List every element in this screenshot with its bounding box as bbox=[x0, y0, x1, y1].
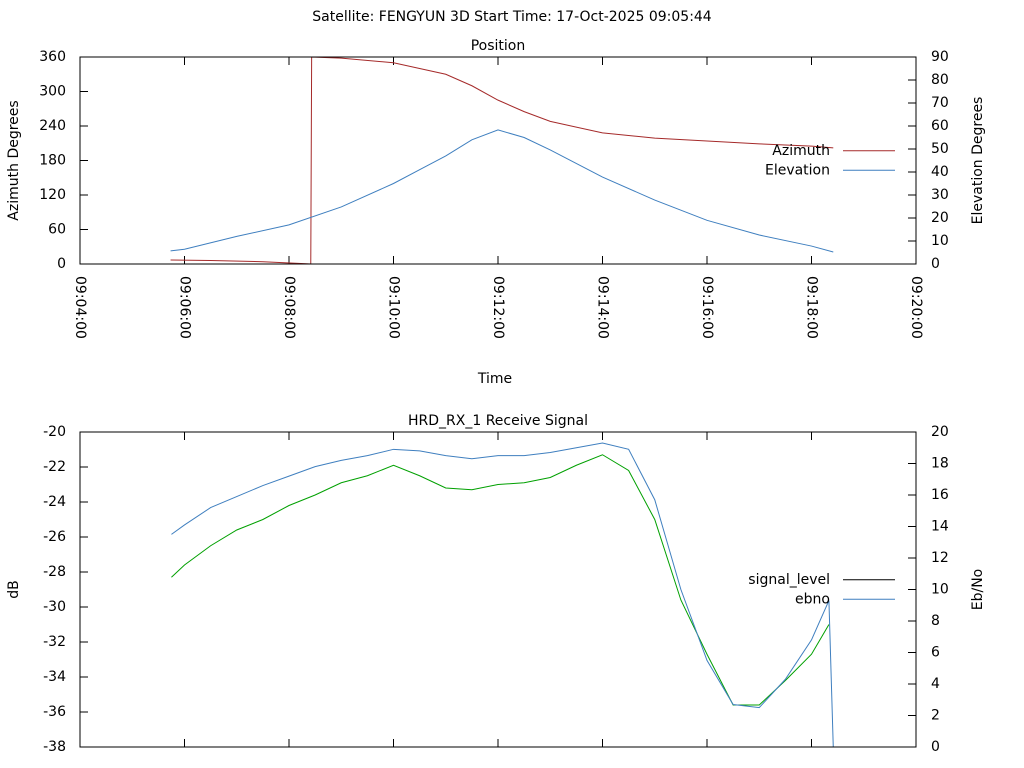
series-line bbox=[170, 129, 834, 253]
y-tick-label: -22 bbox=[43, 459, 66, 475]
y2-tick-label: 4 bbox=[931, 676, 940, 692]
y2-axis-title: Elevation Degrees bbox=[970, 97, 986, 225]
y-tick-label: -26 bbox=[43, 529, 66, 545]
x-tick-label: 09:06:00 bbox=[177, 276, 193, 339]
chart-title: Position bbox=[471, 38, 526, 54]
series-line bbox=[171, 454, 830, 706]
y-tick-label: -34 bbox=[43, 669, 66, 685]
y2-tick-label: 20 bbox=[931, 424, 949, 440]
y-tick-label: 0 bbox=[57, 256, 66, 272]
x-tick-label: 09:04:00 bbox=[72, 276, 88, 339]
plot-frame bbox=[79, 431, 917, 748]
y2-tick-label: 20 bbox=[931, 210, 949, 226]
x-axis-title: Time bbox=[477, 371, 512, 387]
y-tick-label: -20 bbox=[43, 424, 66, 440]
legend-label: ebno bbox=[795, 591, 830, 607]
y2-tick-label: 6 bbox=[931, 645, 940, 661]
legend-label: Elevation bbox=[765, 162, 830, 178]
chart-title: HRD_RX_1 Receive Signal bbox=[408, 413, 588, 429]
y2-tick-label: 30 bbox=[931, 187, 949, 203]
y-axis-title: Azimuth Degrees bbox=[6, 100, 22, 220]
y2-tick-label: 18 bbox=[931, 456, 949, 472]
y2-tick-label: 8 bbox=[931, 613, 940, 629]
y2-tick-label: 0 bbox=[931, 739, 940, 755]
legend-label: Azimuth bbox=[772, 143, 830, 159]
y2-tick-label: 10 bbox=[931, 582, 949, 598]
x-tick-label: 09:14:00 bbox=[595, 276, 611, 339]
y2-tick-label: 60 bbox=[931, 118, 949, 134]
x-tick-label: 09:12:00 bbox=[490, 276, 506, 339]
x-tick-label: 09:10:00 bbox=[386, 276, 402, 339]
y-tick-label: 180 bbox=[39, 153, 66, 169]
series-line bbox=[170, 56, 834, 265]
y2-tick-label: 0 bbox=[931, 256, 940, 272]
y-tick-label: -24 bbox=[43, 494, 66, 510]
y2-axis-title: Eb/No bbox=[970, 569, 986, 611]
y-tick-label: -36 bbox=[43, 704, 66, 720]
y2-tick-label: 40 bbox=[931, 164, 949, 180]
y-tick-label: -28 bbox=[43, 564, 66, 580]
y-axis-title: dB bbox=[6, 580, 22, 599]
legend-label: signal_level bbox=[748, 572, 830, 588]
y2-tick-label: 14 bbox=[931, 519, 949, 535]
y-tick-label: 120 bbox=[39, 187, 66, 203]
y-tick-label: 60 bbox=[48, 222, 66, 238]
y2-tick-label: 50 bbox=[931, 141, 949, 157]
plot-frame bbox=[79, 56, 917, 265]
y-tick-label: 300 bbox=[39, 84, 66, 100]
y2-tick-label: 16 bbox=[931, 487, 949, 503]
x-tick-label: 09:16:00 bbox=[699, 276, 715, 339]
y2-tick-label: 12 bbox=[931, 550, 949, 566]
y-tick-label: 240 bbox=[39, 118, 66, 134]
x-tick-label: 09:20:00 bbox=[908, 276, 924, 339]
x-tick-label: 09:18:00 bbox=[804, 276, 820, 339]
series-line bbox=[171, 442, 834, 748]
y-tick-label: -32 bbox=[43, 634, 66, 650]
y2-tick-label: 70 bbox=[931, 95, 949, 111]
x-tick-label: 09:08:00 bbox=[281, 276, 297, 339]
y-tick-label: 360 bbox=[39, 49, 66, 65]
y-tick-label: -30 bbox=[43, 599, 66, 615]
y-tick-label: -38 bbox=[43, 739, 66, 755]
y2-tick-label: 90 bbox=[931, 49, 949, 65]
y2-tick-label: 10 bbox=[931, 233, 949, 249]
page-title: Satellite: FENGYUN 3D Start Time: 17-Oct… bbox=[312, 9, 712, 25]
y2-tick-label: 2 bbox=[931, 708, 940, 724]
y2-tick-label: 80 bbox=[931, 72, 949, 88]
